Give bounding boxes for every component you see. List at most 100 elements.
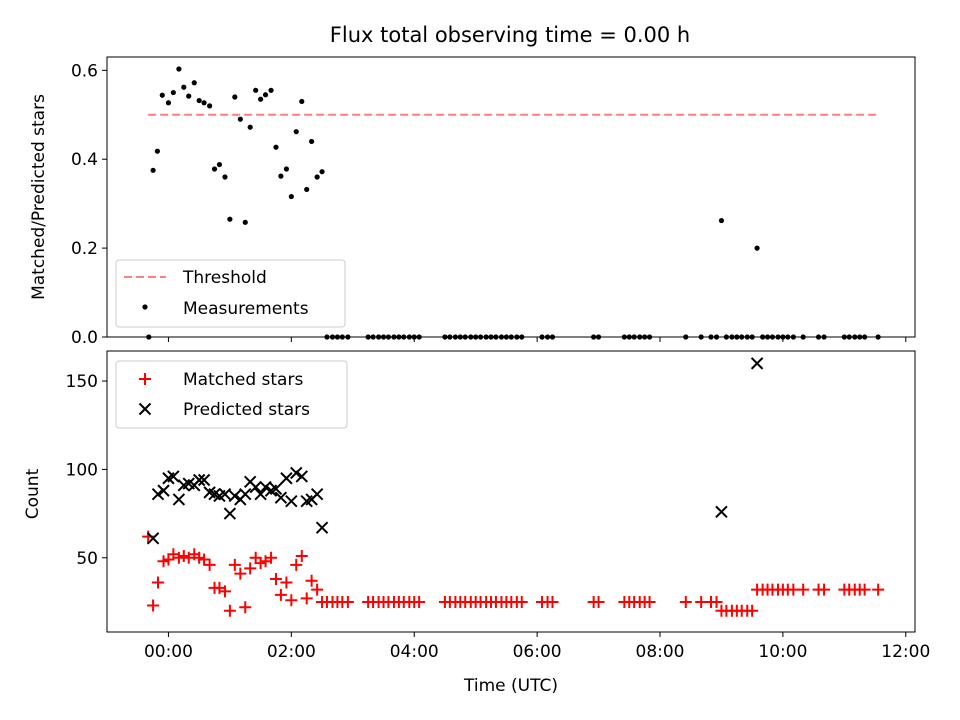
measurement-point <box>288 193 294 200</box>
predicted-star-point <box>715 505 728 519</box>
measurement-point <box>309 138 315 145</box>
matched-star-point <box>244 562 257 575</box>
predicted-star-point <box>167 470 180 483</box>
predicted-star-point <box>750 357 764 370</box>
bottom-x-tick-label: 06:00 <box>513 642 562 662</box>
measurement-point <box>242 219 248 225</box>
measurement-point <box>237 116 243 122</box>
predicted-star-point <box>172 493 186 506</box>
bottom-x-tick-label: 10:00 <box>758 642 807 662</box>
bottom-axes-frame <box>106 350 916 633</box>
measurement-point <box>314 174 320 180</box>
measurement-point <box>170 89 176 96</box>
measurement-point <box>278 173 284 179</box>
chart-title: Flux total observing time = 0.00 h <box>330 23 690 47</box>
matched-star-point <box>300 592 313 605</box>
matched-star-point <box>305 574 318 587</box>
top-y-ticks: 0.0 0.2 0.4 0.6 <box>71 61 107 348</box>
predicted-star-points <box>146 357 764 545</box>
matched-star-point <box>797 583 810 596</box>
measurement-point <box>159 92 165 98</box>
measurement-point <box>227 216 233 222</box>
matched-star-point <box>872 583 885 596</box>
matched-star-point <box>592 595 605 608</box>
measurement-point <box>154 148 160 154</box>
predicted-star-point <box>223 507 237 520</box>
x-axis-label: Time (UTC) <box>463 676 558 696</box>
measurement-point <box>754 245 760 251</box>
bottom-x-tick-label: 00:00 <box>144 642 193 662</box>
predicted-star-point <box>259 480 272 494</box>
matched-star-point <box>265 551 278 564</box>
bottom-x-tick-label: 08:00 <box>636 642 685 662</box>
legend-matched-marker <box>139 373 151 385</box>
legend-threshold-label: Threshold <box>182 268 267 288</box>
measurement-point <box>253 87 259 93</box>
predicted-star-point <box>218 487 232 501</box>
top-y-tick-label: 0.6 <box>71 61 98 81</box>
matched-star-point <box>746 604 759 617</box>
matched-star-point <box>311 583 324 596</box>
measurement-point <box>268 87 274 93</box>
top-legend: Threshold Measurements <box>115 259 346 328</box>
predicted-star-point <box>274 491 288 504</box>
bottom-y-tick-label: 100 <box>66 460 98 480</box>
measurement-point <box>262 92 269 98</box>
matched-star-point <box>515 595 528 608</box>
measurement-point <box>211 166 218 172</box>
matched-star-point <box>269 572 282 585</box>
legend-measurements-swatch <box>142 304 148 310</box>
measurement-point <box>247 124 253 130</box>
top-legend-box <box>115 259 346 328</box>
top-axes-frame <box>106 56 916 338</box>
bottom-x-tick-label: 12:00 <box>881 642 930 662</box>
predicted-star-point <box>228 489 242 503</box>
predicted-star-point <box>295 470 308 483</box>
matched-star-point <box>198 553 211 566</box>
measurement-point <box>186 93 192 99</box>
matched-star-point <box>643 595 656 608</box>
matched-star-point <box>546 595 559 608</box>
bottom-y-tick-label: 150 <box>66 372 98 392</box>
matched-star-point <box>341 595 354 608</box>
measurement-point <box>283 166 290 172</box>
top-y-tick-label: 0.0 <box>71 328 98 348</box>
matched-star-point <box>274 588 287 601</box>
predicted-star-point <box>290 466 303 480</box>
matched-star-point <box>151 576 164 589</box>
measurement-point <box>304 186 310 193</box>
matched-star-point <box>228 558 241 571</box>
predicted-star-point <box>310 487 324 501</box>
measurement-point <box>273 144 279 150</box>
matched-star-point <box>818 583 831 596</box>
predicted-star-point <box>151 487 165 501</box>
top-y-tick-label: 0.4 <box>71 150 98 170</box>
measurement-point <box>196 97 202 104</box>
matched-star-point <box>147 599 160 612</box>
top-y-tick-label: 0.2 <box>71 239 98 259</box>
matched-star-point <box>295 550 308 563</box>
measurement-point <box>191 80 197 86</box>
predicted-star-point <box>315 521 329 534</box>
predicted-star-point <box>157 484 170 497</box>
bottom-legend-box <box>115 360 348 429</box>
predicted-star-point <box>197 473 211 487</box>
measurement-point <box>258 96 264 102</box>
matched-star-points <box>142 530 885 617</box>
matched-star-point <box>290 558 303 571</box>
measurement-point <box>216 161 223 168</box>
matched-star-point <box>710 595 723 608</box>
bottom-x-ticks: 00:00 02:00 04:00 06:00 08:00 10:00 12:00 <box>144 632 930 662</box>
matched-star-point <box>679 595 692 608</box>
matched-star-point <box>223 604 236 617</box>
matched-star-point <box>234 567 247 580</box>
measurement-point <box>718 217 725 224</box>
legend-predicted-swatch <box>138 402 152 416</box>
top-y-axis-label: Matched/Predicted stars <box>29 94 49 300</box>
bottom-x-tick-label: 02:00 <box>267 642 316 662</box>
matched-star-point <box>218 585 231 598</box>
matched-star-point <box>413 595 426 608</box>
predicted-star-point <box>285 495 298 508</box>
matched-star-point <box>285 594 298 607</box>
